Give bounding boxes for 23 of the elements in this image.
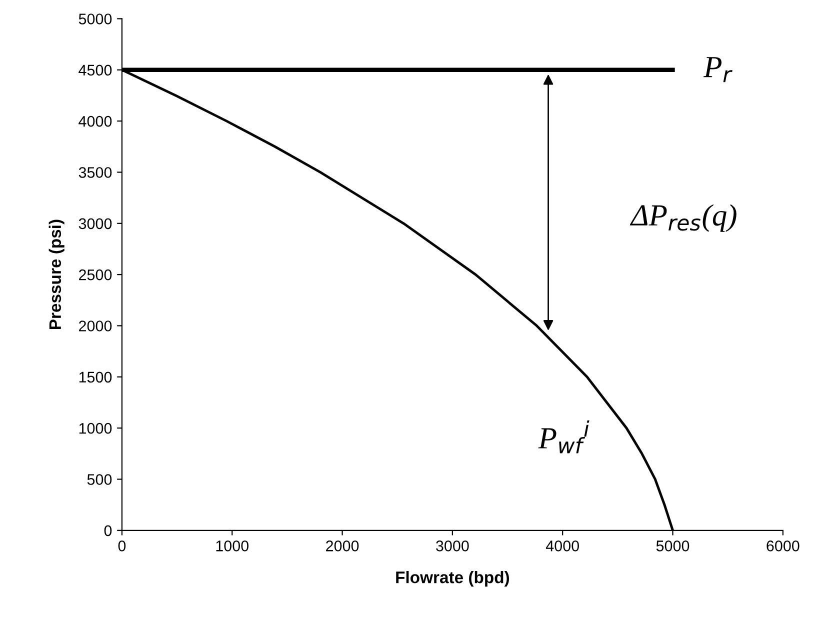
x-axis-title: Flowrate (bpd): [396, 571, 510, 587]
y-tick-label: 0: [104, 525, 112, 536]
annotation: ΔP$_{res}$(q): [630, 204, 736, 232]
y-tick-label: 2000: [79, 320, 112, 332]
y-tick-label: 5000: [78, 14, 112, 24]
annotation: P$_{wf}$$^{i}$: [538, 420, 590, 454]
y-tick-label: 1500: [79, 372, 112, 383]
x-tick-label: 6000: [766, 540, 800, 552]
y-tick-label: 3000: [78, 218, 112, 230]
x-tick-label: 3000: [436, 540, 469, 552]
y-tick-label: 4000: [78, 116, 112, 127]
y-tick-label: 1000: [79, 422, 112, 434]
y-tick-label: 2500: [79, 269, 112, 280]
y-tick-label: 3500: [78, 167, 112, 178]
y-tick-label: 500: [87, 474, 112, 485]
y-axis-title: Pressure (psi): [48, 220, 64, 330]
y-tick-label: 4500: [78, 64, 112, 76]
x-tick-label: 0: [118, 540, 126, 552]
annotation: P$_{r}$: [703, 57, 732, 82]
x-tick-label: 1000: [216, 540, 249, 552]
x-tick-label: 2000: [326, 540, 359, 552]
x-tick-label: 5000: [656, 540, 690, 552]
x-tick-label: 4000: [546, 540, 579, 552]
